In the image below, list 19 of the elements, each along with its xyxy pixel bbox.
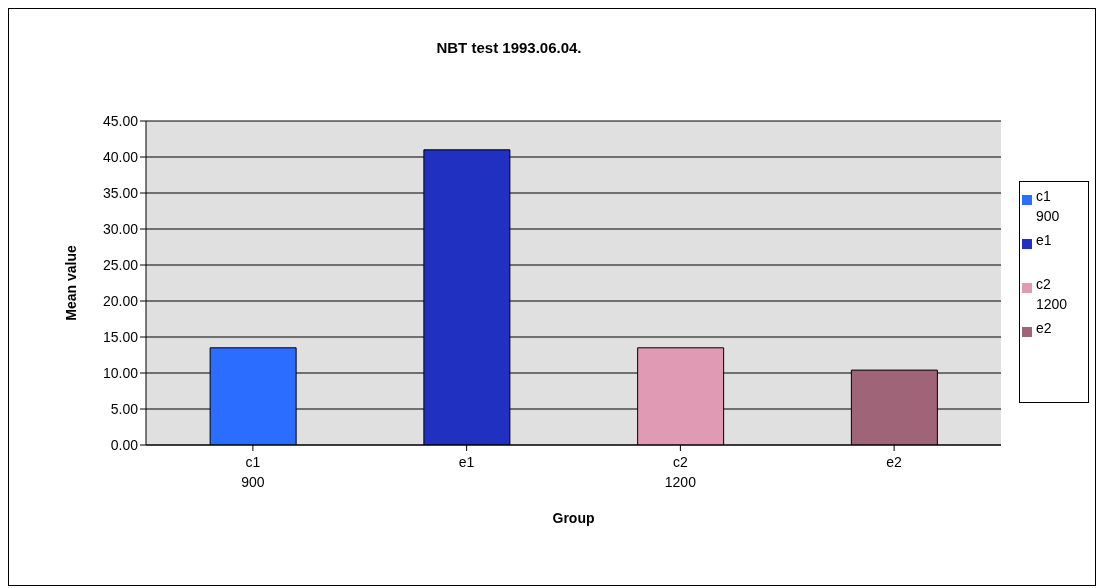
x-tick-label: c1 900	[241, 454, 265, 490]
y-tick-label: 45.00	[102, 112, 139, 129]
y-tick-label: 30.00	[102, 220, 139, 237]
legend-label: e1	[1036, 232, 1052, 248]
x-tick-label: e1	[458, 454, 475, 470]
legend-label: e2	[1036, 319, 1052, 338]
y-tick-label: 15.00	[102, 328, 139, 345]
y-tick-label: 5.00	[110, 400, 139, 417]
y-tick-label: 40.00	[102, 148, 139, 165]
x-axis-title: Group	[552, 510, 595, 526]
y-axis-title: Mean value	[62, 245, 79, 321]
chart-title: NBT test 1993.06.04.	[435, 39, 583, 56]
y-tick-label: 10.00	[102, 364, 139, 381]
x-tick-label: c2 1200	[664, 454, 697, 490]
y-tick-label: 25.00	[102, 256, 139, 273]
y-tick-label: 35.00	[102, 184, 139, 201]
y-tick-label: 0.00	[110, 436, 139, 453]
y-tick-label: 20.00	[102, 292, 139, 309]
x-tick-label: e2	[886, 454, 903, 470]
